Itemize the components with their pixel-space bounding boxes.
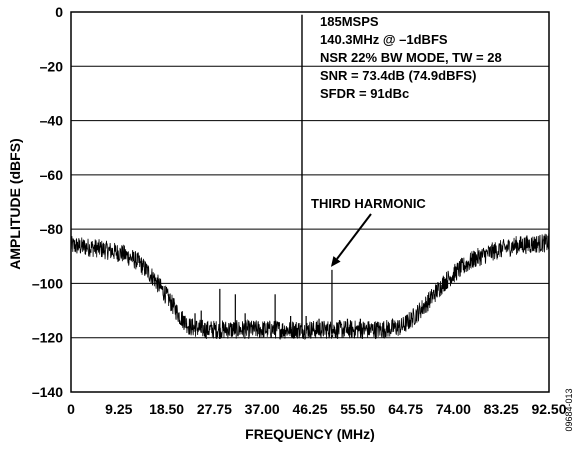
grid-layer (71, 65, 549, 339)
x-axis-title: FREQUENCY (MHz) (245, 426, 375, 442)
third-harmonic-arrowhead (330, 256, 341, 267)
y-tick-label: –40 (40, 113, 64, 129)
x-tick-label: 55.50 (340, 401, 375, 417)
x-tick-label: 74.00 (436, 401, 471, 417)
noise-floor-trace (70, 233, 550, 340)
x-tick-label: 83.25 (484, 401, 519, 417)
info-box: 185MSPS 140.3MHz @ –1dBFS NSR 22% BW MODE,… (320, 14, 502, 101)
y-tick-label: –120 (32, 330, 63, 346)
y-tick-label: –100 (32, 275, 63, 291)
x-tick-label: 46.25 (292, 401, 327, 417)
x-tick-label: 64.75 (388, 401, 423, 417)
figure-id: 09684-013 (564, 388, 574, 431)
x-tick-label: 92.50 (531, 401, 566, 417)
y-tick-label: –140 (32, 384, 63, 400)
frame-layer (70, 11, 550, 393)
x-tick-label: 0 (67, 401, 75, 417)
info-line: SFDR = 91dBc (320, 86, 409, 101)
x-tick-label: 18.50 (149, 401, 184, 417)
info-line: 140.3MHz @ –1dBFS (320, 32, 448, 47)
y-tick-label: –80 (40, 221, 64, 237)
y-tick-label: –60 (40, 167, 64, 183)
third-harmonic-label: THIRD HARMONIC (311, 196, 426, 211)
info-line: SNR = 73.4dB (74.9dBFS) (320, 68, 476, 83)
x-tick-label: 9.25 (105, 401, 132, 417)
trace-layer (70, 14, 550, 340)
x-tick-label: 27.75 (197, 401, 232, 417)
y-tick-label: –20 (40, 58, 64, 74)
info-line: NSR 22% BW MODE, TW = 28 (320, 50, 502, 65)
plot-frame (70, 11, 550, 393)
y-axis-title: AMPLITUDE (dBFS) (7, 138, 23, 269)
info-line: 185MSPS (320, 14, 379, 29)
y-tick-label: 0 (55, 4, 63, 20)
x-tick-label: 37.00 (245, 401, 280, 417)
third-harmonic-arrow (336, 213, 372, 260)
